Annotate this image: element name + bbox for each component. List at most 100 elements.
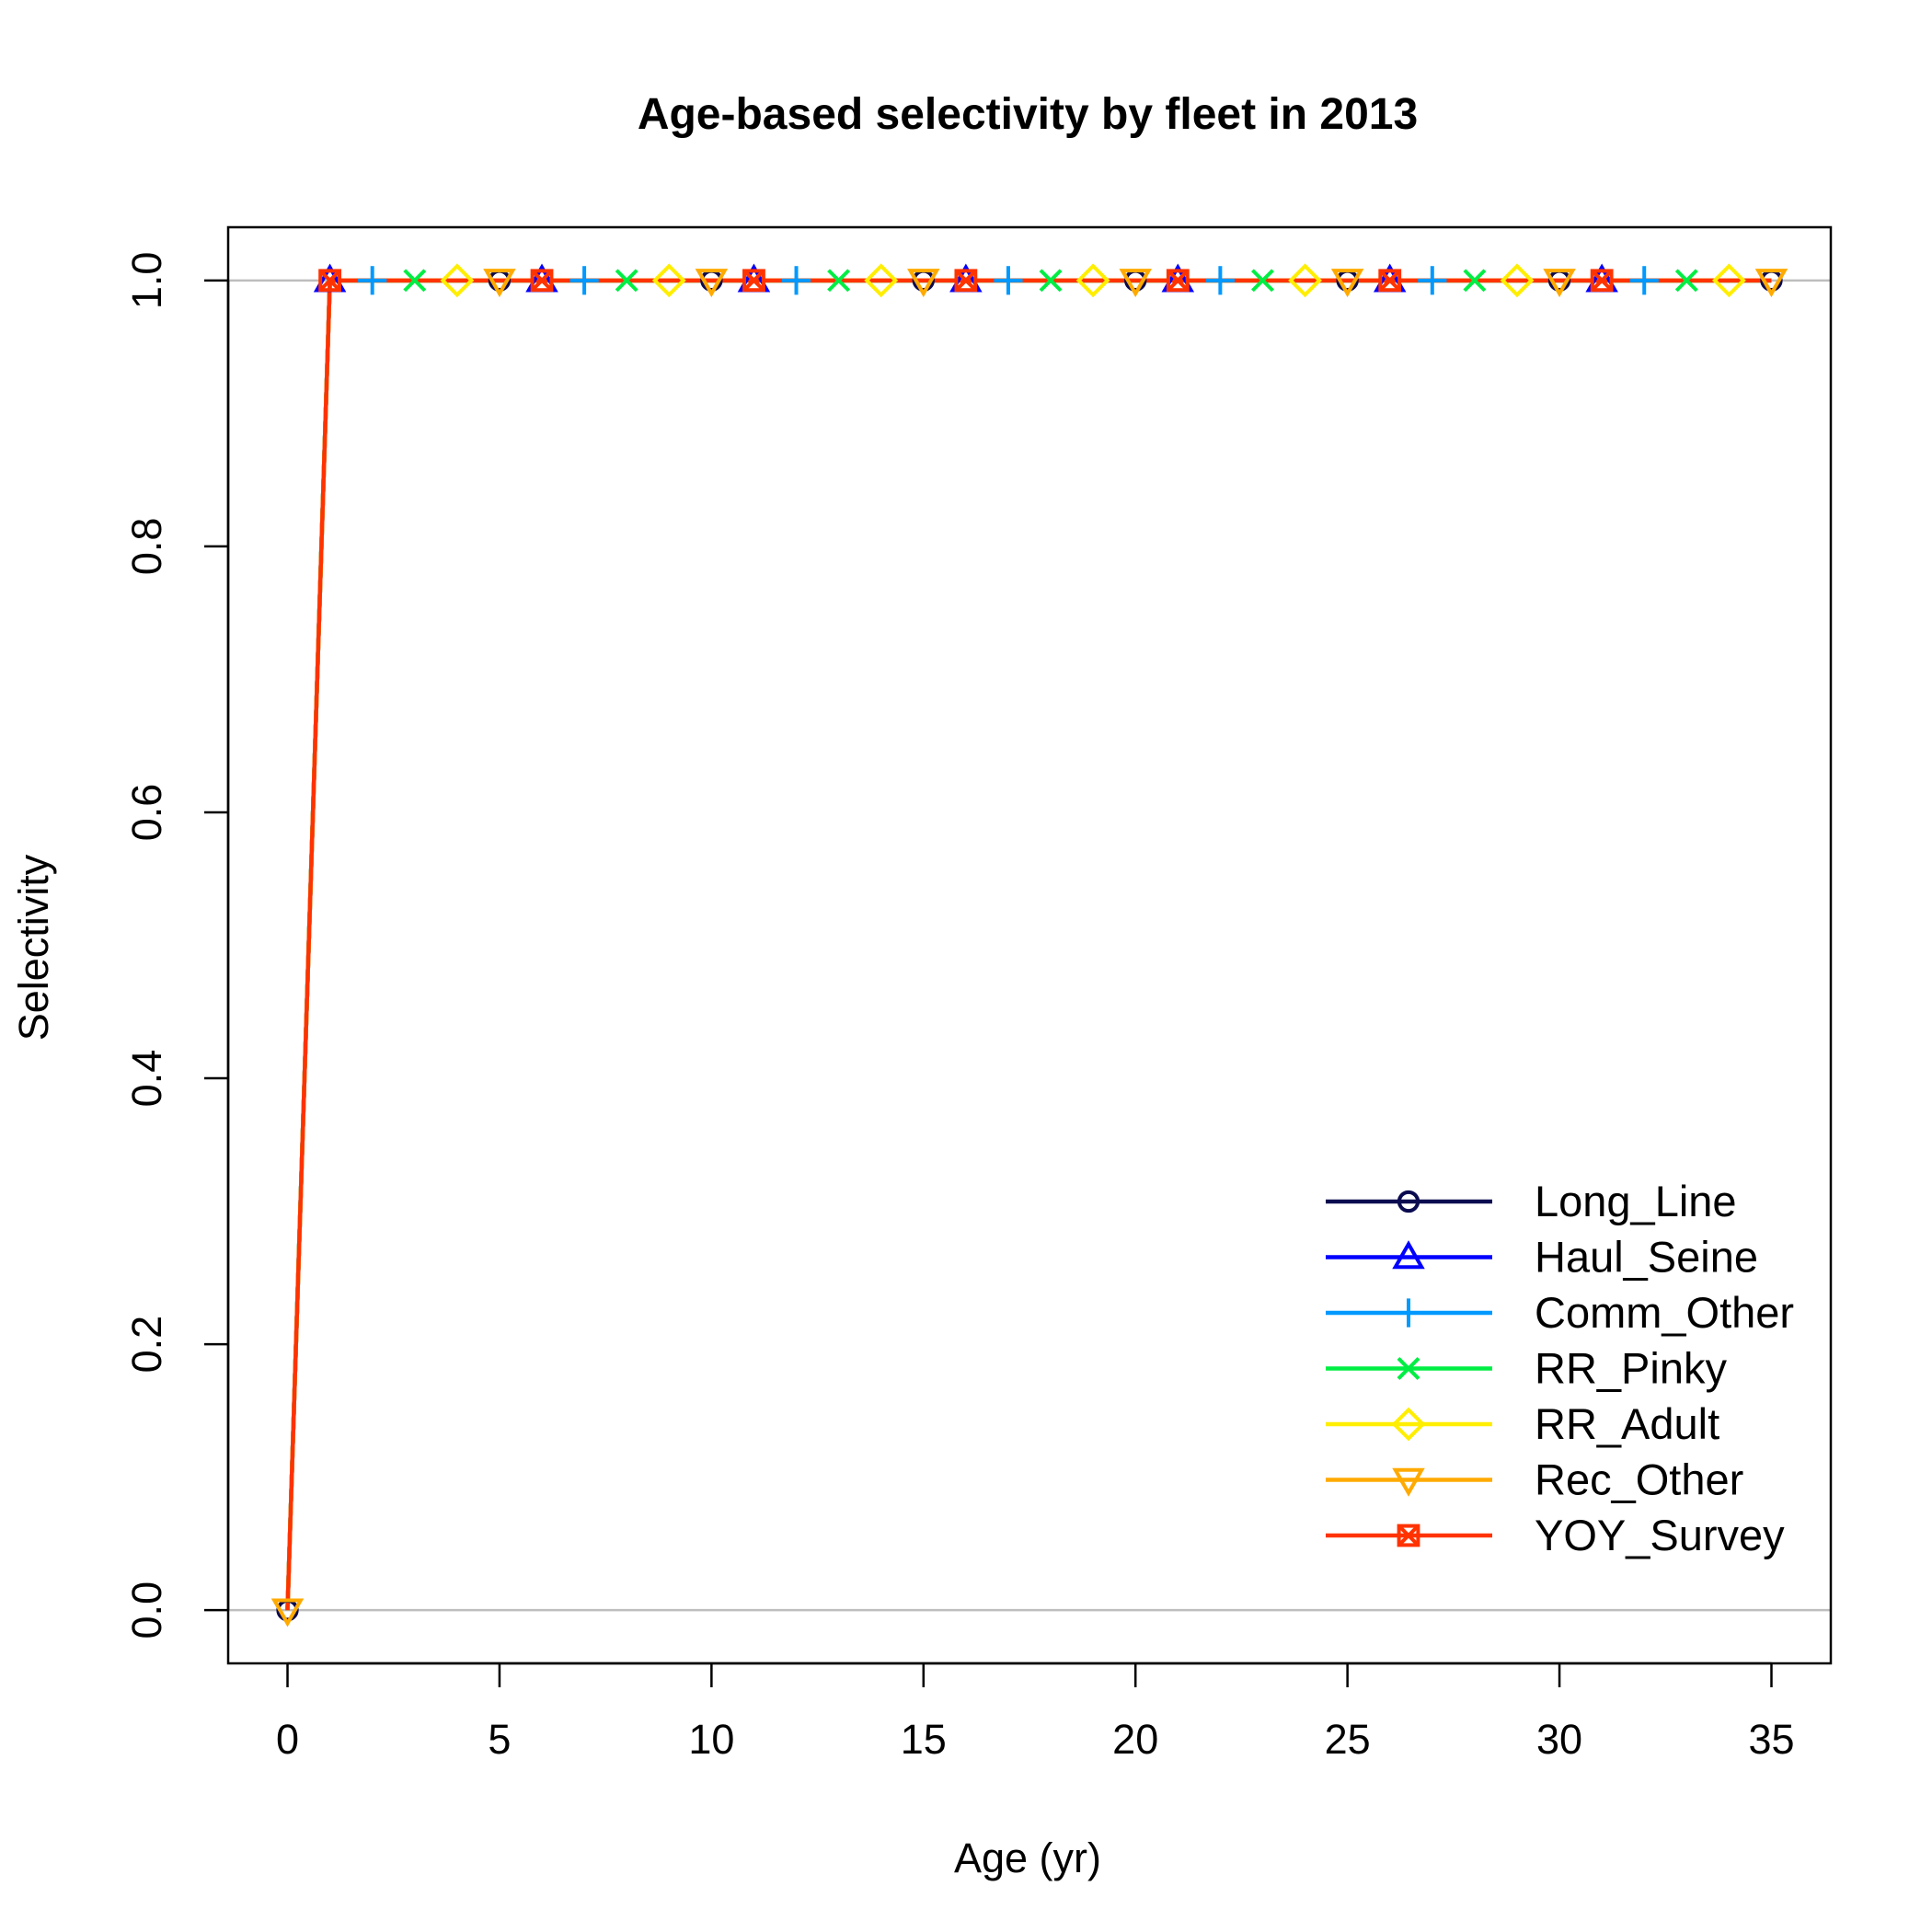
legend: Long_Line Haul_Seine Comm_Other RR_Pinky RR_… bbox=[1326, 1177, 1794, 1559]
series-marker bbox=[403, 269, 427, 293]
legend-label: Haul_Seine bbox=[1535, 1233, 1758, 1282]
legend-item: Rec_Other bbox=[1326, 1455, 1743, 1504]
square-x-b bbox=[742, 270, 765, 292]
legend-item: Comm_Other bbox=[1326, 1288, 1794, 1337]
square-x-b bbox=[1591, 270, 1613, 292]
triangle-down-marker bbox=[483, 269, 516, 298]
series-marker bbox=[1378, 269, 1402, 293]
legend-label: RR_Adult bbox=[1535, 1399, 1719, 1448]
square-marker bbox=[1397, 1524, 1420, 1547]
triangle-down-marker bbox=[695, 269, 729, 298]
series-marker bbox=[1418, 266, 1447, 295]
y-tick-label: 0.0 bbox=[123, 1581, 170, 1639]
series-marker bbox=[1629, 266, 1659, 295]
series-marker bbox=[1397, 1357, 1420, 1380]
series-marker bbox=[1590, 269, 1614, 293]
series-marker bbox=[1543, 269, 1576, 298]
diamond-marker bbox=[1075, 263, 1110, 298]
series-marker bbox=[907, 269, 940, 298]
series-marker bbox=[1392, 1240, 1425, 1270]
legend-label: Long_Line bbox=[1535, 1177, 1737, 1225]
square-x-b bbox=[1167, 270, 1190, 292]
x-tick-label: 5 bbox=[488, 1716, 511, 1763]
series-marker bbox=[1674, 269, 1698, 293]
legend-item: YOY_Survey bbox=[1326, 1511, 1785, 1559]
series-marker bbox=[1711, 263, 1746, 298]
diamond-marker bbox=[440, 263, 475, 298]
series-marker bbox=[483, 269, 516, 298]
series-marker bbox=[994, 266, 1023, 295]
triangle-down-marker bbox=[1392, 1467, 1425, 1497]
diamond-marker bbox=[651, 263, 686, 298]
y-axis-label: Selectivity bbox=[10, 854, 57, 1041]
series-marker bbox=[358, 266, 387, 295]
x-tick-label: 30 bbox=[1536, 1716, 1582, 1763]
triangle-down-marker bbox=[907, 269, 940, 298]
series-marker bbox=[615, 269, 638, 293]
series-marker bbox=[318, 269, 342, 293]
series-marker bbox=[954, 269, 978, 293]
y-tick-label: 0.8 bbox=[123, 518, 170, 576]
x-tick-label: 10 bbox=[688, 1716, 734, 1763]
legend-item: Haul_Seine bbox=[1326, 1233, 1758, 1282]
legend-item: RR_Pinky bbox=[1326, 1344, 1727, 1393]
series-marker bbox=[1500, 263, 1535, 298]
square-x-b bbox=[1397, 1524, 1420, 1547]
cross-marker-b bbox=[403, 269, 427, 293]
cross-marker-b bbox=[1463, 269, 1487, 293]
diamond-marker bbox=[1288, 263, 1322, 298]
legend-item: Long_Line bbox=[1326, 1177, 1737, 1225]
cross-marker-b bbox=[1251, 269, 1274, 293]
y-tick-label: 0.4 bbox=[123, 1050, 170, 1108]
series-marker bbox=[742, 269, 765, 293]
x-axis: 0 5 10 15 20 25 30 35 bbox=[276, 1662, 1795, 1763]
series-marker bbox=[864, 263, 899, 298]
diamond-marker bbox=[1711, 263, 1746, 298]
series-marker bbox=[1330, 269, 1364, 298]
series-marker bbox=[1392, 1467, 1425, 1497]
triangle-down-marker bbox=[270, 1598, 305, 1627]
series-marker bbox=[827, 269, 851, 293]
y-tick-label: 0.6 bbox=[123, 784, 170, 842]
series-marker bbox=[1397, 1190, 1420, 1213]
y-tick-label: 1.0 bbox=[123, 252, 170, 310]
y-axis: 0.0 0.2 0.4 0.6 0.8 1.0 bbox=[123, 252, 230, 1639]
square-x-b bbox=[955, 270, 977, 292]
x-axis-label: Age (yr) bbox=[954, 1834, 1101, 1881]
triangle-down-marker bbox=[1119, 269, 1152, 298]
square-x-b bbox=[1378, 270, 1401, 292]
series-marker bbox=[1075, 263, 1110, 298]
series-marker bbox=[1166, 269, 1190, 293]
cross-marker-b bbox=[1674, 269, 1698, 293]
series-marker bbox=[1754, 269, 1788, 298]
legend-label: Rec_Other bbox=[1535, 1455, 1743, 1504]
series-marker bbox=[1394, 1298, 1423, 1328]
series-markers bbox=[270, 263, 1788, 1627]
cross-marker-b bbox=[615, 269, 638, 293]
series-marker bbox=[1039, 269, 1063, 293]
series-marker bbox=[695, 269, 729, 298]
square-marker bbox=[954, 269, 978, 293]
series-marker bbox=[781, 266, 811, 295]
legend-label: YOY_Survey bbox=[1535, 1511, 1785, 1559]
series-marker bbox=[530, 269, 554, 293]
square-marker bbox=[1590, 269, 1614, 293]
x-tick-label: 15 bbox=[901, 1716, 947, 1763]
diamond-marker bbox=[1391, 1407, 1426, 1442]
chart-title: Age-based selectivity by fleet in 2013 bbox=[638, 90, 1418, 139]
legend-label: Comm_Other bbox=[1535, 1288, 1794, 1337]
diamond-marker bbox=[1500, 263, 1535, 298]
y-tick-label: 0.2 bbox=[123, 1316, 170, 1374]
square-marker bbox=[1166, 269, 1190, 293]
square-marker bbox=[1378, 269, 1402, 293]
diamond-marker bbox=[864, 263, 899, 298]
series-marker bbox=[1119, 269, 1152, 298]
cross-marker-b bbox=[1039, 269, 1063, 293]
series-marker bbox=[1205, 266, 1235, 295]
square-x-b bbox=[318, 270, 341, 292]
series-marker bbox=[1288, 263, 1322, 298]
circle-marker bbox=[1397, 1190, 1420, 1213]
legend-item: RR_Adult bbox=[1326, 1399, 1719, 1448]
series-marker bbox=[651, 263, 686, 298]
